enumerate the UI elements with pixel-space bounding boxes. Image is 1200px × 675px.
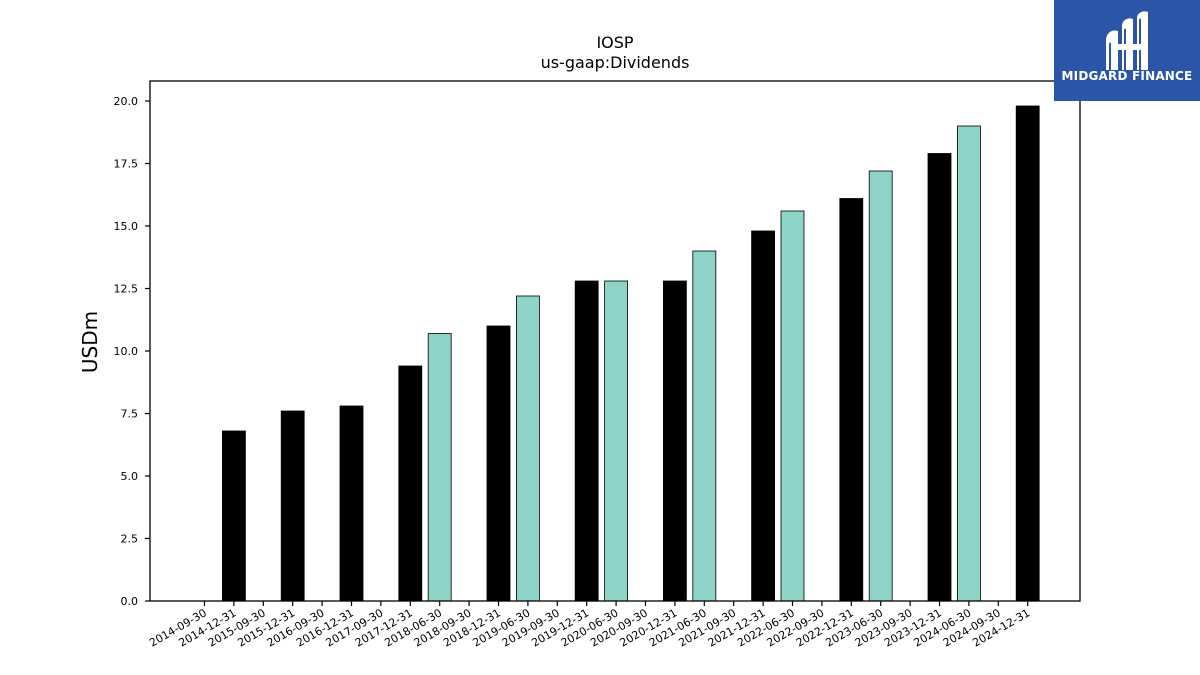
plot-frame: [149, 80, 1081, 602]
chart-title: IOSP: [596, 33, 633, 52]
midgard-finance-logo: MIDGARD FINANCE: [1054, 0, 1200, 101]
bar-2022-12-31: [839, 198, 864, 602]
bar-2019-06-30: [516, 295, 540, 602]
bar-2016-12-31: [339, 405, 364, 602]
y-tick-label: 0.0: [121, 595, 139, 608]
bar-2018-12-31: [486, 325, 511, 602]
y-tick-label: 7.5: [121, 408, 139, 421]
y-tick-label: 15.0: [114, 220, 139, 233]
bar-2024-12-31: [1015, 105, 1040, 602]
logo-text: MIDGARD FINANCE: [1061, 69, 1193, 83]
y-axis: 0.0 2.5 5.0 7.5 10.0 12.5 15.0 17.5 20.0: [114, 95, 150, 608]
y-tick-label: 12.5: [114, 283, 139, 296]
bar-2021-06-30: [692, 250, 717, 602]
y-tick-label: 20.0: [114, 95, 139, 108]
bar-2021-12-31: [751, 230, 775, 602]
bar-2020-12-31: [663, 280, 687, 602]
chart-subtitle: us-gaap:Dividends: [541, 53, 690, 72]
midgard-logo-icon: [1054, 0, 1200, 101]
bar-2020-06-30: [604, 280, 628, 602]
bar-2024-06-30: [957, 125, 981, 602]
bar-2023-06-30: [868, 170, 893, 602]
x-axis: 2014-09-302014-12-312015-09-302015-12-31…: [147, 601, 1032, 650]
bar-2014-12-31: [221, 430, 246, 602]
y-tick-label: 17.5: [114, 158, 139, 171]
bar-2018-06-30: [427, 333, 452, 602]
y-tick-label: 10.0: [114, 345, 139, 358]
bar-2015-12-31: [280, 410, 305, 602]
bar-2017-12-31: [398, 365, 423, 602]
y-axis-label: USDm: [78, 311, 102, 373]
bar-2023-12-31: [927, 153, 952, 602]
bar-2022-06-30: [780, 210, 805, 602]
y-tick-label: 2.5: [121, 533, 139, 546]
y-tick-label: 5.0: [121, 470, 139, 483]
bar-2019-12-31: [574, 280, 599, 602]
bars-group: [221, 105, 1040, 602]
